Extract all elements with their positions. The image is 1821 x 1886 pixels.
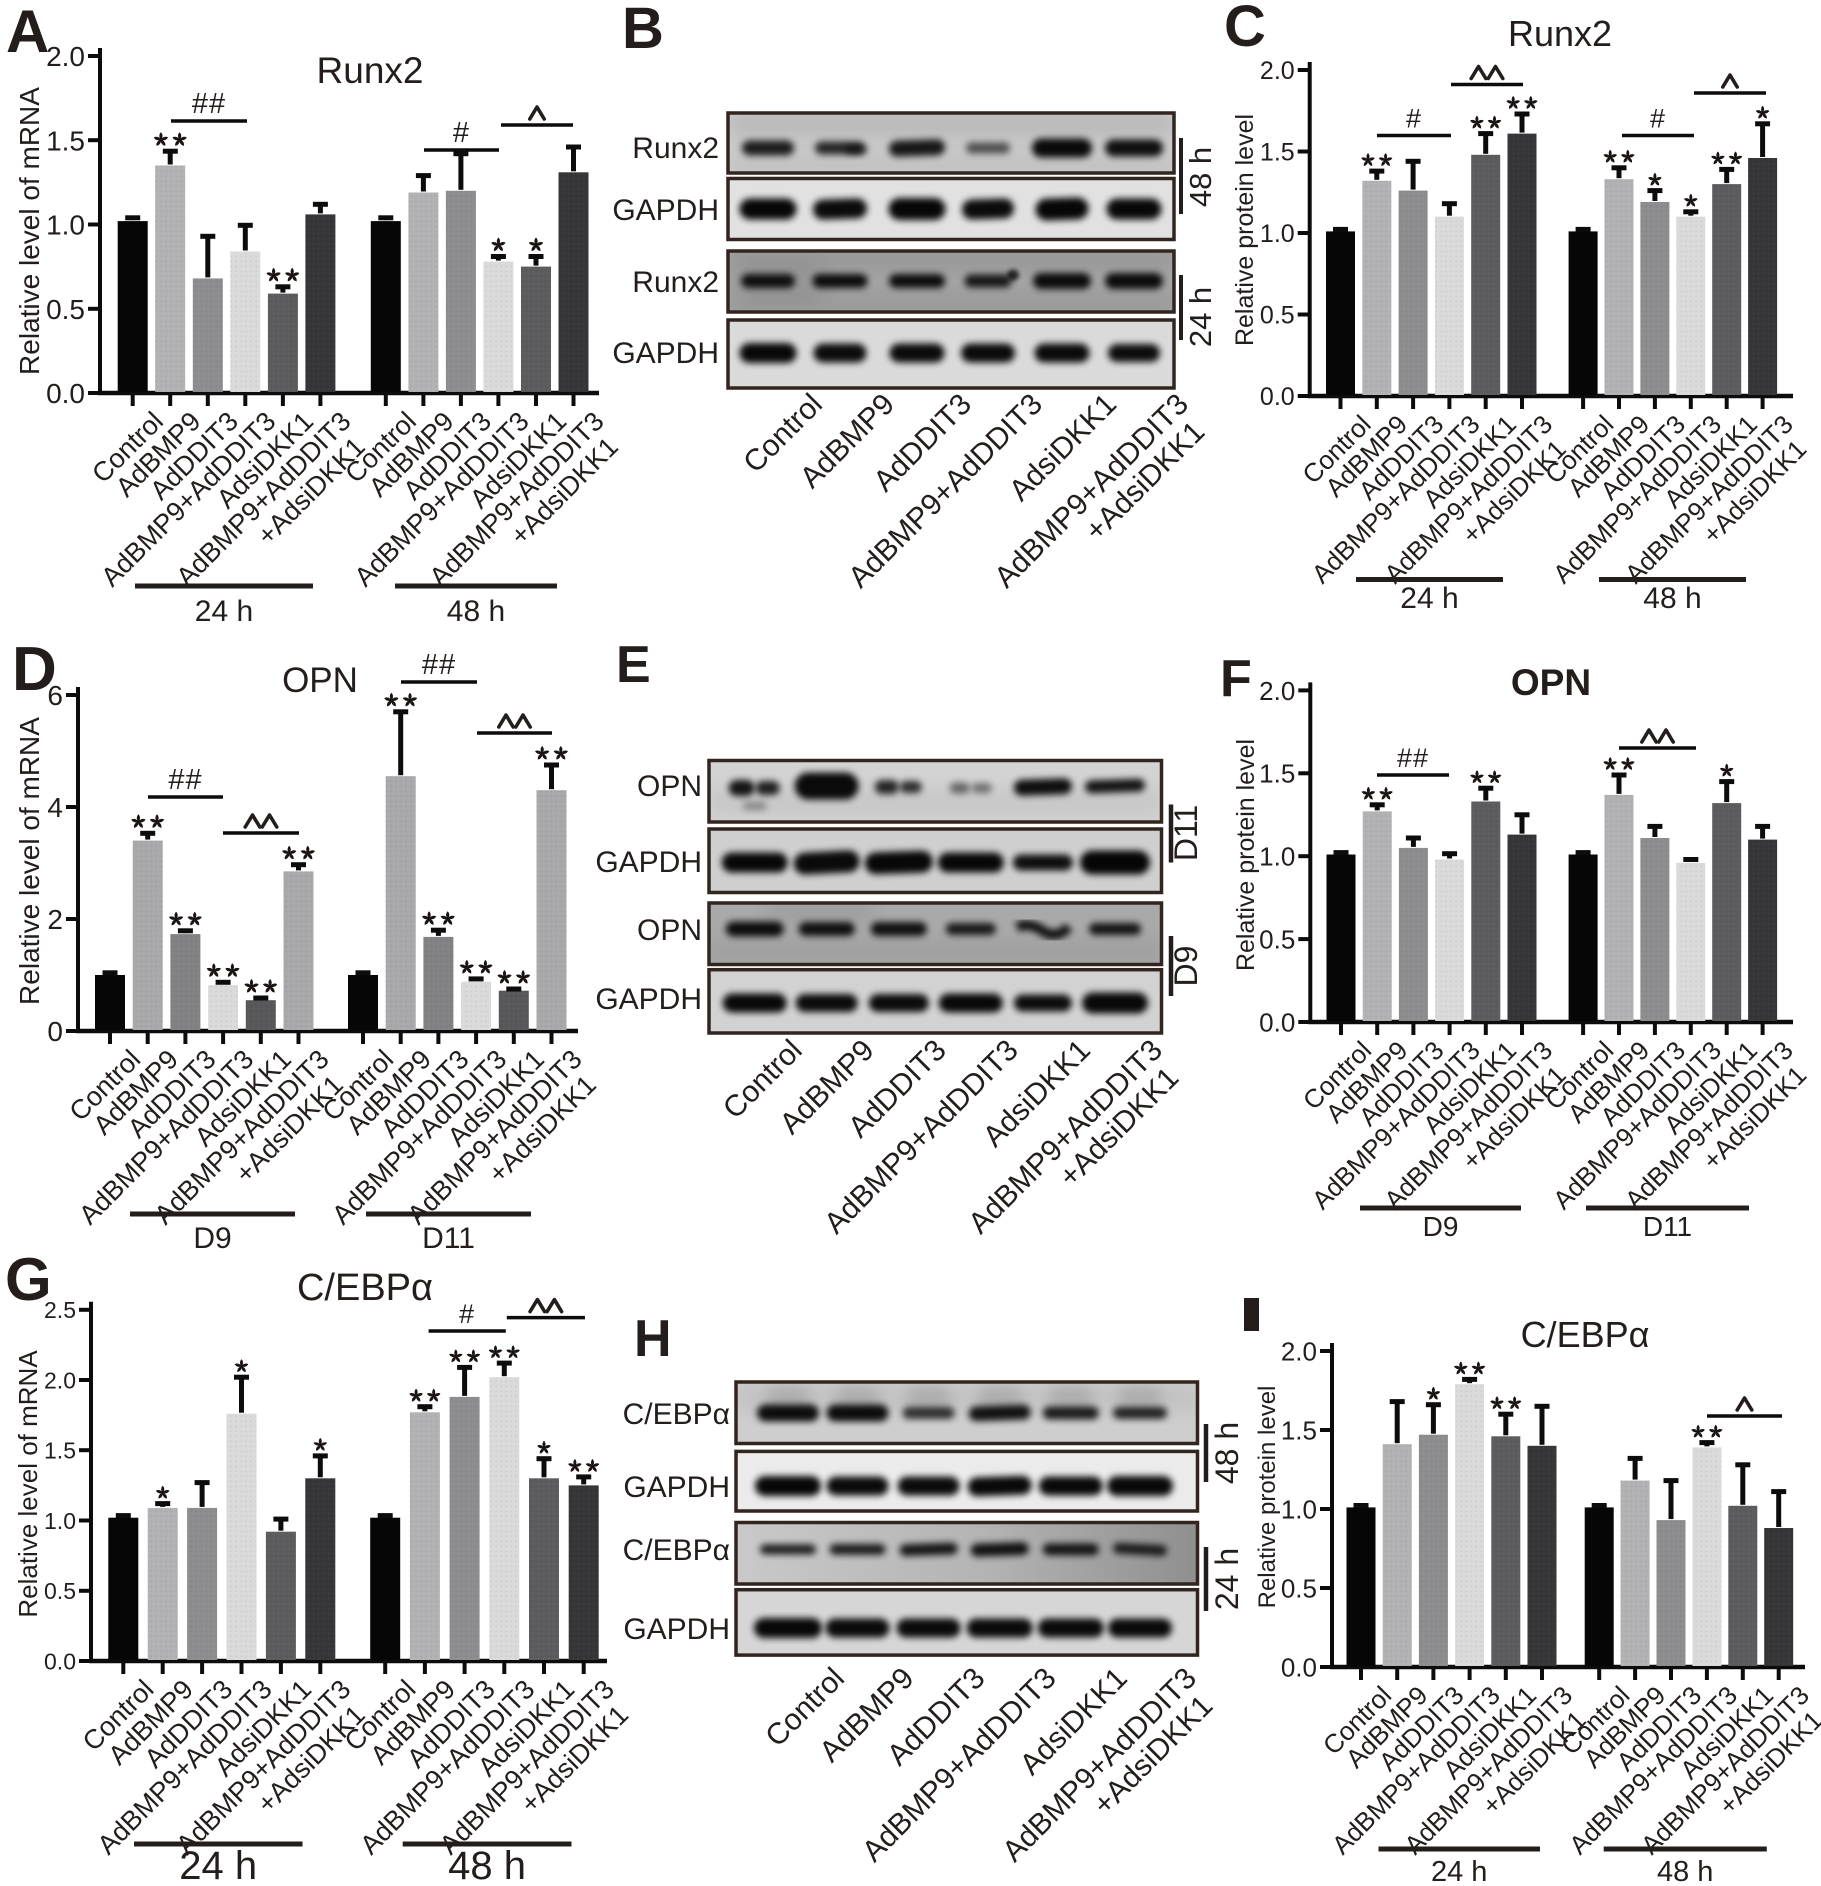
svg-text:1.0: 1.0 xyxy=(1281,1494,1317,1524)
svg-text:G: G xyxy=(5,1246,52,1313)
svg-text:2.5: 2.5 xyxy=(44,1297,76,1323)
svg-text:2.0: 2.0 xyxy=(46,41,85,72)
svg-text:GAPDH: GAPDH xyxy=(612,337,719,370)
svg-text:D11: D11 xyxy=(422,1222,475,1255)
svg-text:24 h: 24 h xyxy=(195,595,253,628)
svg-text:OPN: OPN xyxy=(282,661,358,700)
svg-text:24 h: 24 h xyxy=(179,1844,257,1886)
svg-text:Runx2: Runx2 xyxy=(317,50,424,91)
svg-text:D11: D11 xyxy=(1168,805,1204,861)
svg-text:1.0: 1.0 xyxy=(44,1508,76,1534)
svg-text:1.5: 1.5 xyxy=(46,125,85,156)
svg-text:H: H xyxy=(634,1310,672,1368)
svg-text:Relative level of mRNA: Relative level of mRNA xyxy=(14,87,45,375)
svg-text:Relative level of mRNA: Relative level of mRNA xyxy=(13,1350,43,1618)
svg-text:GAPDH: GAPDH xyxy=(623,1613,730,1646)
svg-text:0.0: 0.0 xyxy=(1260,383,1295,411)
svg-text:1.0: 1.0 xyxy=(1259,842,1295,872)
svg-text:D: D xyxy=(12,635,57,704)
svg-text:1.0: 1.0 xyxy=(1260,220,1295,248)
svg-text:D9: D9 xyxy=(1168,946,1204,987)
svg-text:1.5: 1.5 xyxy=(1260,139,1295,167)
svg-text:24 h: 24 h xyxy=(1183,287,1218,347)
svg-text:48 h: 48 h xyxy=(1657,1856,1713,1886)
svg-text:OPN: OPN xyxy=(637,914,702,947)
svg-text:0.0: 0.0 xyxy=(44,1648,76,1674)
svg-text:0.0: 0.0 xyxy=(1259,1007,1295,1037)
svg-text:0.0: 0.0 xyxy=(1281,1652,1317,1682)
svg-text:48 h: 48 h xyxy=(1183,147,1218,207)
svg-text:48 h: 48 h xyxy=(1643,582,1701,615)
svg-text:24 h: 24 h xyxy=(1209,1548,1245,1610)
svg-text:0.0: 0.0 xyxy=(46,378,85,409)
svg-text:GAPDH: GAPDH xyxy=(595,983,702,1016)
svg-text:0.5: 0.5 xyxy=(1260,302,1295,330)
svg-text:6: 6 xyxy=(47,680,63,711)
svg-text:1.5: 1.5 xyxy=(44,1438,76,1464)
svg-text:4: 4 xyxy=(47,792,63,823)
svg-text:##: ## xyxy=(422,649,456,681)
svg-text:F: F xyxy=(1220,650,1252,708)
svg-text:2.0: 2.0 xyxy=(1281,1336,1317,1366)
svg-text:48 h: 48 h xyxy=(448,1844,526,1886)
svg-text:OPN: OPN xyxy=(1511,662,1591,703)
svg-text:24 h: 24 h xyxy=(1431,1856,1487,1886)
svg-text:D9: D9 xyxy=(193,1222,231,1255)
svg-text:0.5: 0.5 xyxy=(44,1578,76,1604)
svg-text:0.5: 0.5 xyxy=(1259,925,1295,955)
svg-text:1.0: 1.0 xyxy=(46,210,85,241)
svg-text:E: E xyxy=(616,636,651,694)
svg-text:0.5: 0.5 xyxy=(1281,1573,1317,1603)
svg-text:2.0: 2.0 xyxy=(1259,676,1295,706)
svg-text:##: ## xyxy=(168,764,202,796)
svg-text:Relative protein level: Relative protein level xyxy=(1232,739,1260,971)
svg-text:48 h: 48 h xyxy=(1209,1422,1245,1484)
svg-text:Runx2: Runx2 xyxy=(1508,13,1612,54)
svg-text:Runx2: Runx2 xyxy=(632,132,719,165)
svg-text:Relative level of mRNA: Relative level of mRNA xyxy=(14,717,45,1005)
svg-text:0.5: 0.5 xyxy=(46,294,85,325)
svg-text:Relative protein level: Relative protein level xyxy=(1231,114,1259,346)
svg-text:1.5: 1.5 xyxy=(1259,759,1295,789)
svg-text:GAPDH: GAPDH xyxy=(612,194,719,227)
svg-text:C: C xyxy=(1224,0,1266,59)
svg-text:Relative protein level: Relative protein level xyxy=(1254,1386,1281,1609)
svg-text:C/EBPα: C/EBPα xyxy=(1521,1314,1650,1355)
svg-text:OPN: OPN xyxy=(637,770,702,803)
svg-text:#: # xyxy=(453,117,470,149)
svg-text:D9: D9 xyxy=(1423,1211,1459,1242)
svg-text:#: # xyxy=(1406,104,1422,134)
svg-text:1.5: 1.5 xyxy=(1281,1415,1317,1445)
svg-text:0: 0 xyxy=(47,1016,63,1047)
svg-text:C/EBPα: C/EBPα xyxy=(623,1534,730,1567)
svg-text:#: # xyxy=(459,1299,475,1329)
svg-text:##: ## xyxy=(1397,743,1429,773)
svg-text:##: ## xyxy=(192,88,226,120)
svg-text:2: 2 xyxy=(47,904,63,935)
svg-text:B: B xyxy=(622,0,664,61)
svg-text:Runx2: Runx2 xyxy=(632,266,719,299)
svg-text:2.0: 2.0 xyxy=(1260,57,1295,85)
svg-text:24 h: 24 h xyxy=(1400,582,1458,615)
svg-text:C/EBPα: C/EBPα xyxy=(623,1398,730,1431)
svg-text:D11: D11 xyxy=(1643,1211,1692,1242)
svg-text:GAPDH: GAPDH xyxy=(595,846,702,879)
svg-text:A: A xyxy=(6,0,49,65)
svg-text:#: # xyxy=(1650,104,1666,134)
svg-text:2.0: 2.0 xyxy=(44,1367,76,1393)
svg-text:C/EBPα: C/EBPα xyxy=(297,1267,433,1309)
svg-text:48 h: 48 h xyxy=(447,595,505,628)
svg-text:GAPDH: GAPDH xyxy=(623,1471,730,1504)
